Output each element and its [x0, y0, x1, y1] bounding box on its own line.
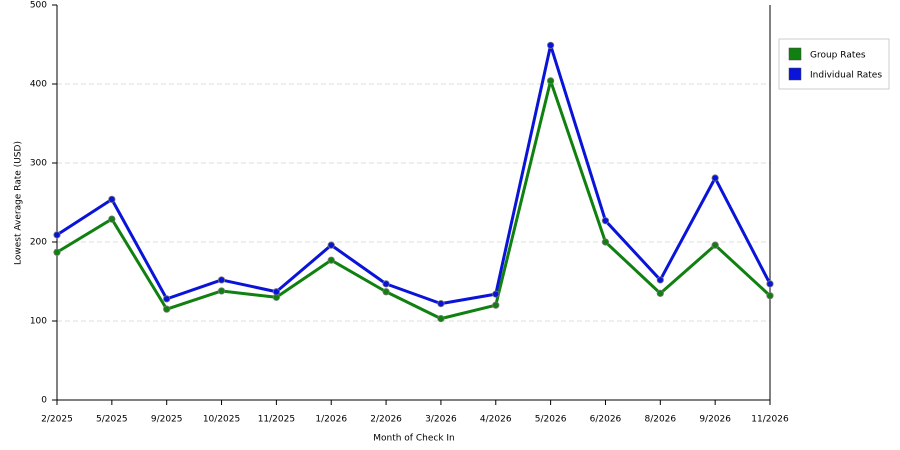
x-tick-label: 5/2026 — [535, 415, 567, 425]
x-tick-label: 4/2026 — [480, 415, 512, 425]
data-point — [601, 217, 610, 225]
y-tick-label: 400 — [30, 80, 47, 90]
x-tick-label: 11/2026 — [751, 415, 789, 425]
x-tick-label: 3/2026 — [425, 415, 457, 425]
legend-box — [778, 38, 890, 90]
data-point — [327, 256, 335, 264]
data-point — [601, 238, 610, 246]
data-point — [766, 280, 774, 288]
x-tick-label: 11/2025 — [258, 415, 295, 425]
x-tick-label: 5/2025 — [96, 415, 128, 425]
data-point — [766, 292, 774, 300]
x-tick-label: 9/2025 — [151, 415, 183, 425]
data-point — [327, 241, 335, 249]
data-point — [656, 276, 664, 284]
x-tick-label: 2/2026 — [370, 415, 402, 425]
data-point — [53, 231, 61, 239]
x-tick-label: 8/2026 — [644, 415, 676, 425]
data-point — [217, 276, 226, 284]
data-point — [547, 77, 555, 85]
y-tick-label: 100 — [30, 317, 47, 327]
data-point — [711, 241, 719, 249]
data-point — [272, 288, 280, 296]
data-point — [163, 295, 171, 303]
data-point — [547, 41, 555, 49]
series-line — [56, 79, 772, 321]
x-tick-label: 1/2026 — [315, 415, 347, 425]
data-point — [437, 315, 445, 323]
data-point — [382, 280, 390, 288]
legend-label: Individual Rates — [810, 71, 882, 81]
y-tick-label: 300 — [30, 159, 47, 169]
data-point — [437, 300, 445, 308]
legend-swatch — [788, 47, 802, 61]
x-axis-label: Month of Check In — [373, 434, 455, 444]
data-point — [492, 301, 500, 309]
data-point — [492, 290, 500, 298]
x-tick-label: 9/2026 — [699, 415, 731, 425]
x-tick-label: 10/2025 — [203, 415, 240, 425]
y-tick-label: 0 — [41, 396, 47, 406]
y-tick-label: 500 — [30, 1, 47, 11]
y-axis-label: Lowest Average Rate (USD) — [14, 141, 24, 265]
data-point — [163, 305, 171, 313]
legend-swatch — [788, 67, 802, 81]
data-point — [656, 289, 664, 297]
data-point — [711, 174, 719, 182]
x-tick-label: 6/2026 — [590, 415, 622, 425]
data-point — [217, 287, 226, 295]
data-point — [382, 288, 390, 296]
data-point — [108, 195, 116, 203]
data-point — [108, 215, 116, 223]
legend-label: Group Rates — [810, 51, 866, 61]
series-line — [56, 43, 772, 306]
y-tick-label: 200 — [30, 238, 47, 248]
x-tick-label: 2/2025 — [41, 415, 73, 425]
data-point — [53, 248, 61, 256]
